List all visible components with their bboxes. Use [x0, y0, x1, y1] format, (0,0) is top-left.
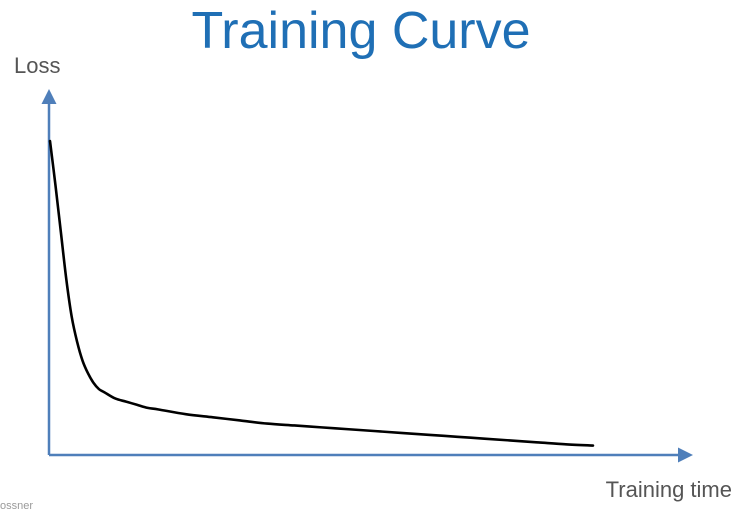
series-layer [48, 139, 595, 447]
chart-title-text: Training Curve [191, 2, 531, 60]
y-axis-label: Loss [14, 53, 61, 78]
loss-curve-line-0 [48, 139, 595, 447]
x-axis-label: Training time [605, 477, 732, 502]
footer-author-text: ossner [0, 500, 34, 512]
chart-title: Training Curve [0, 0, 746, 62]
